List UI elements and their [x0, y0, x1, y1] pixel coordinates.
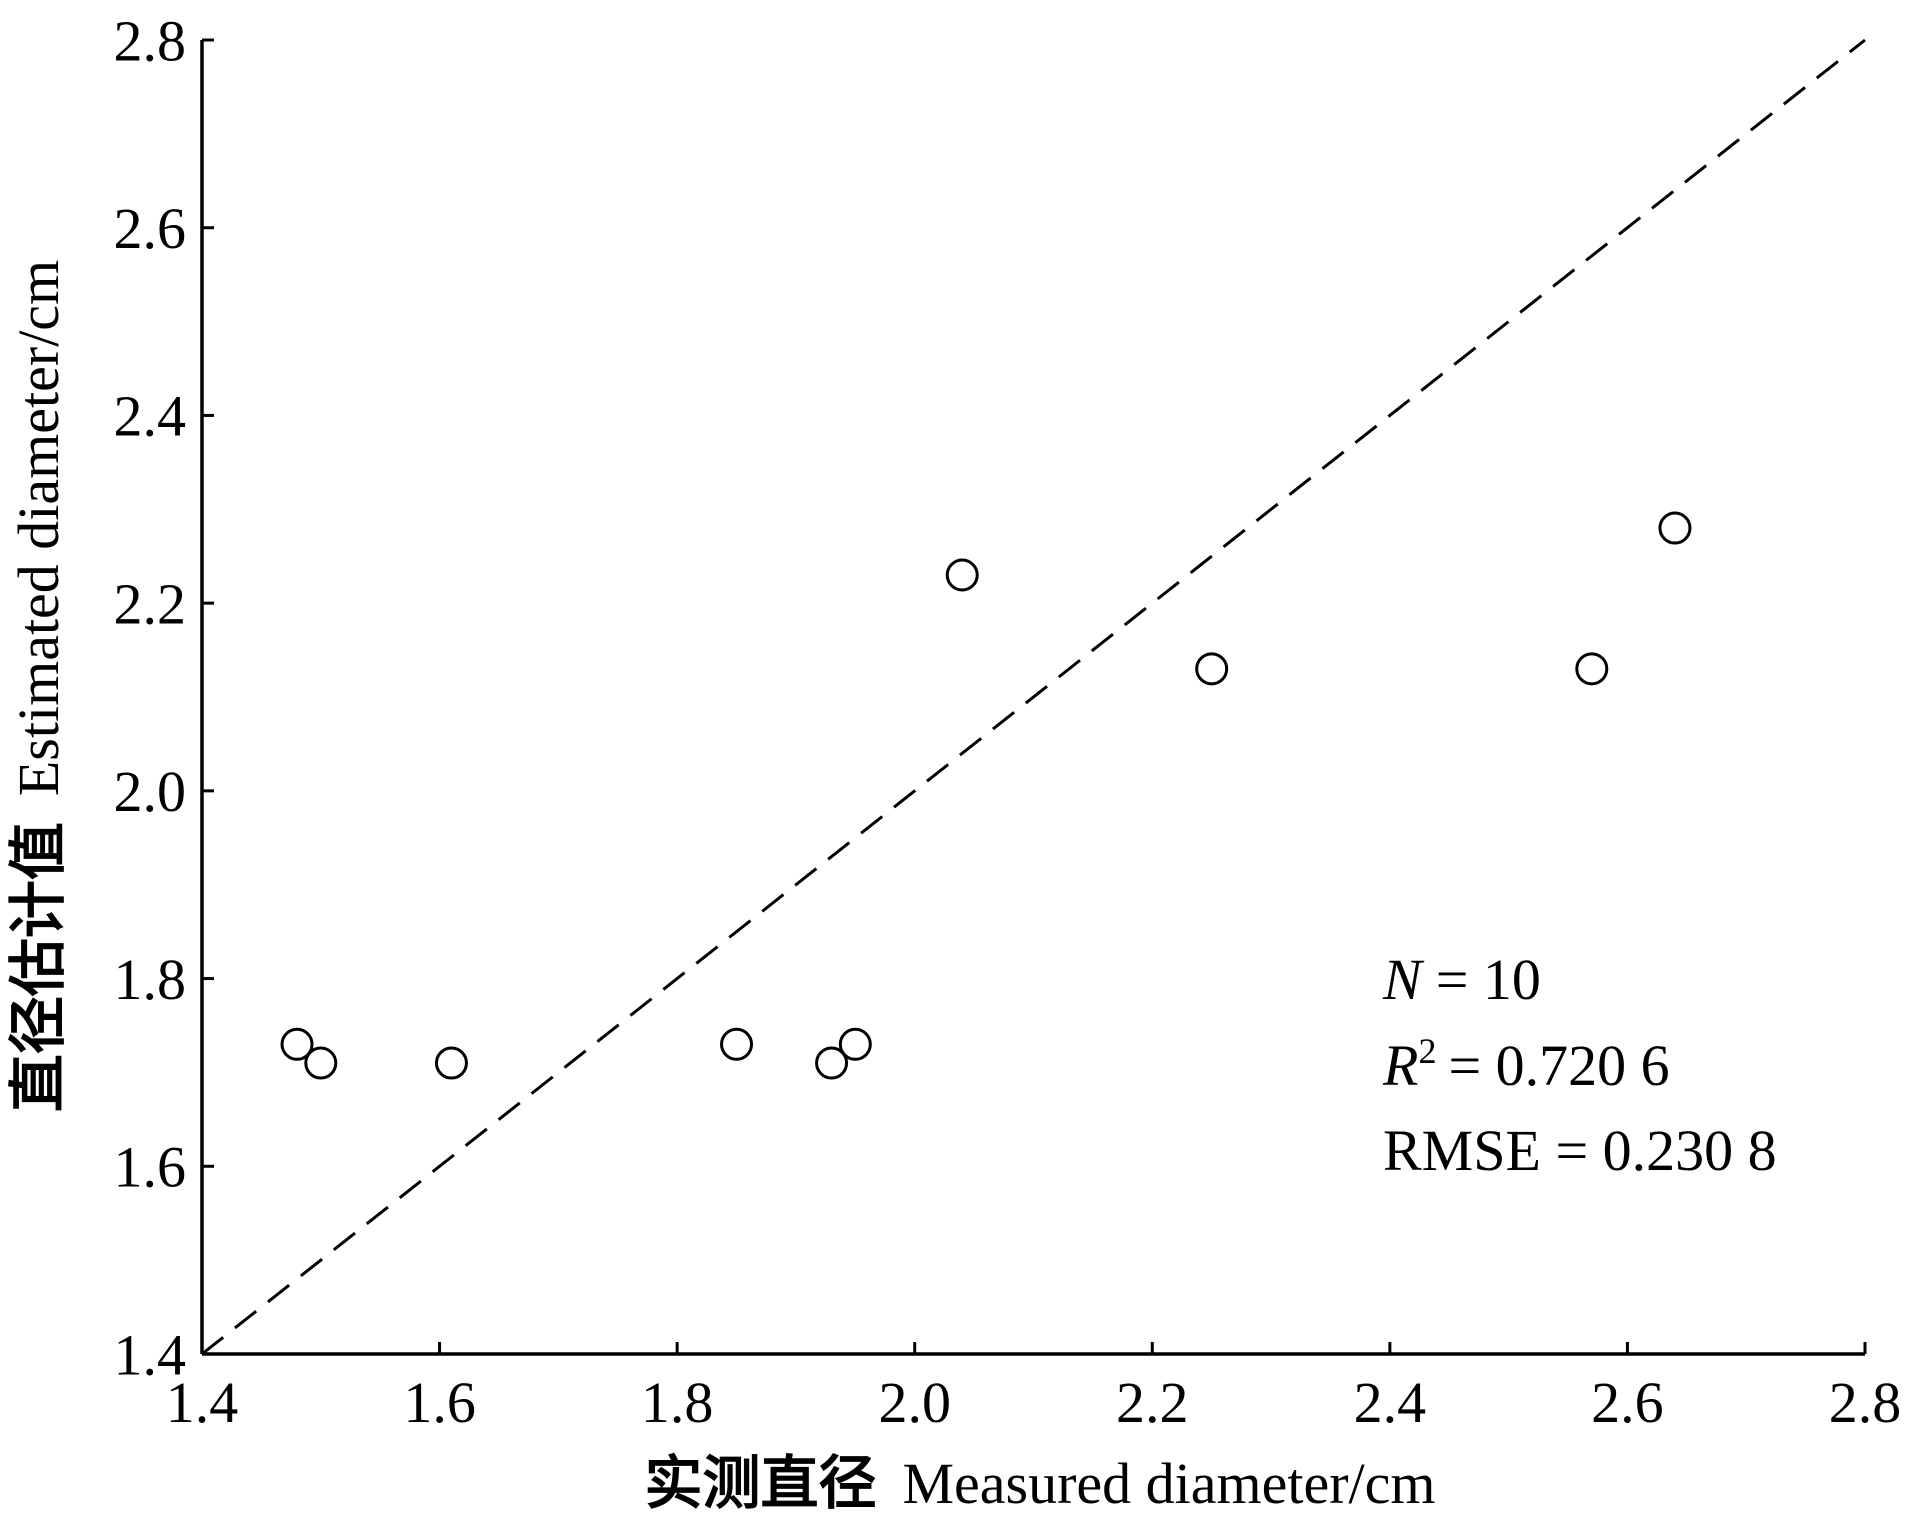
annotation-r-superscript: 2: [1418, 1031, 1436, 1071]
x-tick-label: 1.8: [641, 1370, 714, 1435]
data-point: [945, 558, 979, 592]
x-axis-title-cn: 实测直径: [644, 1451, 876, 1516]
data-point: [304, 1046, 338, 1080]
y-tick-label: 2.0: [114, 759, 187, 824]
y-axis-title-cn: 直径估计值: [6, 822, 71, 1112]
y-tick-label: 2.6: [114, 196, 187, 261]
data-point: [1195, 652, 1229, 686]
data-points: [280, 511, 1692, 1080]
x-axis-title-en: Measured diameter/cm: [902, 1451, 1435, 1516]
y-tick-label: 2.8: [114, 8, 187, 73]
x-tick-label: 2.8: [1829, 1370, 1902, 1435]
axis-ticks: 1.4 1.6 1.8 2.0 2.2 2.4 2.6 2.8 1.4 1.6 1.8 2.0 2.2 2…: [114, 8, 1902, 1435]
annotation-n-symbol: N: [1382, 947, 1425, 1012]
annotation-r2: R2 = 0.720 6: [1382, 1031, 1670, 1098]
x-tick-label: 2.0: [878, 1370, 951, 1435]
data-point: [815, 1046, 849, 1080]
y-tick-label: 1.8: [114, 947, 187, 1012]
data-point: [280, 1027, 314, 1061]
annotation-r-symbol: R: [1382, 1033, 1418, 1098]
annotation-n-value: = 10: [1436, 947, 1541, 1012]
reference-line-group: [201, 38, 1866, 1356]
data-point: [838, 1027, 872, 1061]
annotation-r-value: = 0.720 6: [1448, 1033, 1669, 1098]
x-axis-title: 实测直径 Measured diameter/cm: [644, 1451, 1435, 1516]
y-tick-label: 2.4: [114, 384, 187, 449]
y-axis-title-en: Estimated diameter/cm: [6, 260, 71, 796]
y-tick-label: 1.6: [114, 1135, 187, 1200]
y-tick-label: 1.4: [114, 1322, 187, 1387]
reference-line-1to1: [201, 38, 1866, 1356]
x-tick-label: 1.6: [403, 1370, 476, 1435]
y-tick-label: 2.2: [114, 571, 187, 636]
y-axis-title: 直径估计值 Estimated diameter/cm: [6, 260, 71, 1112]
data-point: [1575, 652, 1609, 686]
data-point: [720, 1027, 754, 1061]
x-tick-label: 2.6: [1591, 1370, 1664, 1435]
x-tick-label: 1.4: [166, 1370, 239, 1435]
annotation-n: N = 10: [1382, 947, 1541, 1012]
data-point: [434, 1046, 468, 1080]
annotation-rmse: RMSE = 0.230 8: [1383, 1118, 1777, 1183]
data-point: [1658, 511, 1692, 545]
x-tick-label: 2.4: [1354, 1370, 1427, 1435]
x-tick-label: 2.2: [1116, 1370, 1189, 1435]
